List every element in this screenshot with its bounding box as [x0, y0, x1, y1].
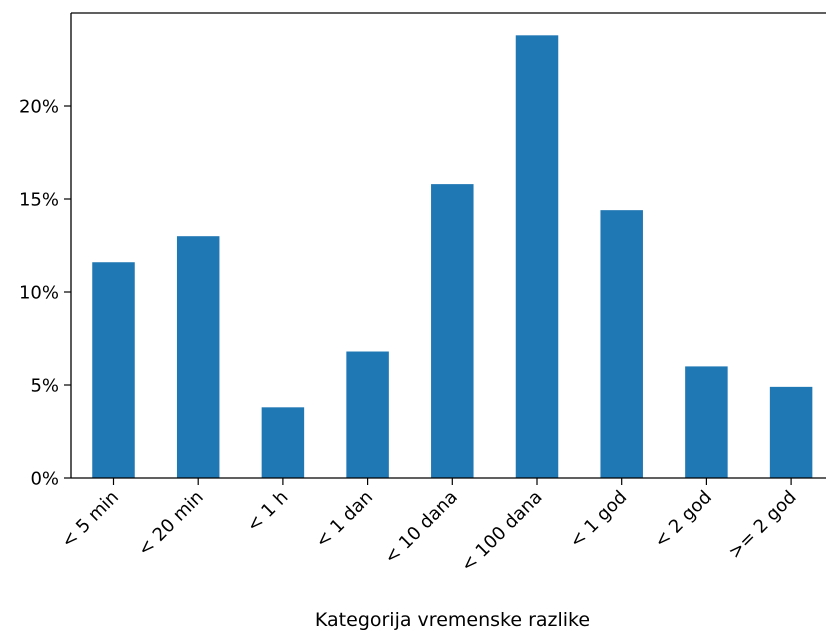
bar — [92, 262, 135, 478]
x-tick-label: < 1 god — [566, 487, 632, 553]
bar — [685, 366, 728, 478]
x-tick-label: < 10 dana — [380, 487, 462, 569]
bar — [600, 210, 643, 478]
bar — [261, 407, 305, 478]
x-tick-label: < 100 dana — [457, 487, 547, 577]
x-tick-label: >= 2 god — [724, 487, 800, 563]
x-tick-label: < 1 h — [243, 487, 293, 537]
y-tick-label: 0% — [30, 469, 59, 490]
bar — [515, 35, 559, 478]
x-tick-label: < 20 min — [134, 487, 208, 561]
y-tick-label: 20% — [19, 97, 59, 118]
x-axis-label: Kategorija vremenske razlike — [315, 609, 590, 631]
y-axis-ticks: 0% 5% 10% 15% 20% — [19, 97, 71, 490]
y-tick-label: 10% — [19, 283, 59, 304]
x-tick-label: < 2 god — [650, 487, 716, 553]
x-tick-label: < 1 dan — [311, 487, 377, 553]
x-tick-label: < 5 min — [57, 487, 123, 553]
y-tick-label: 5% — [30, 376, 59, 397]
bars-group — [92, 35, 813, 478]
y-tick-label: 15% — [19, 190, 59, 211]
x-axis-ticks: < 5 min < 20 min < 1 h < 1 dan < 10 dana< 10… — [57, 478, 801, 577]
bar — [176, 236, 220, 478]
bar — [769, 386, 813, 478]
bar — [431, 184, 474, 478]
bar — [346, 351, 389, 478]
